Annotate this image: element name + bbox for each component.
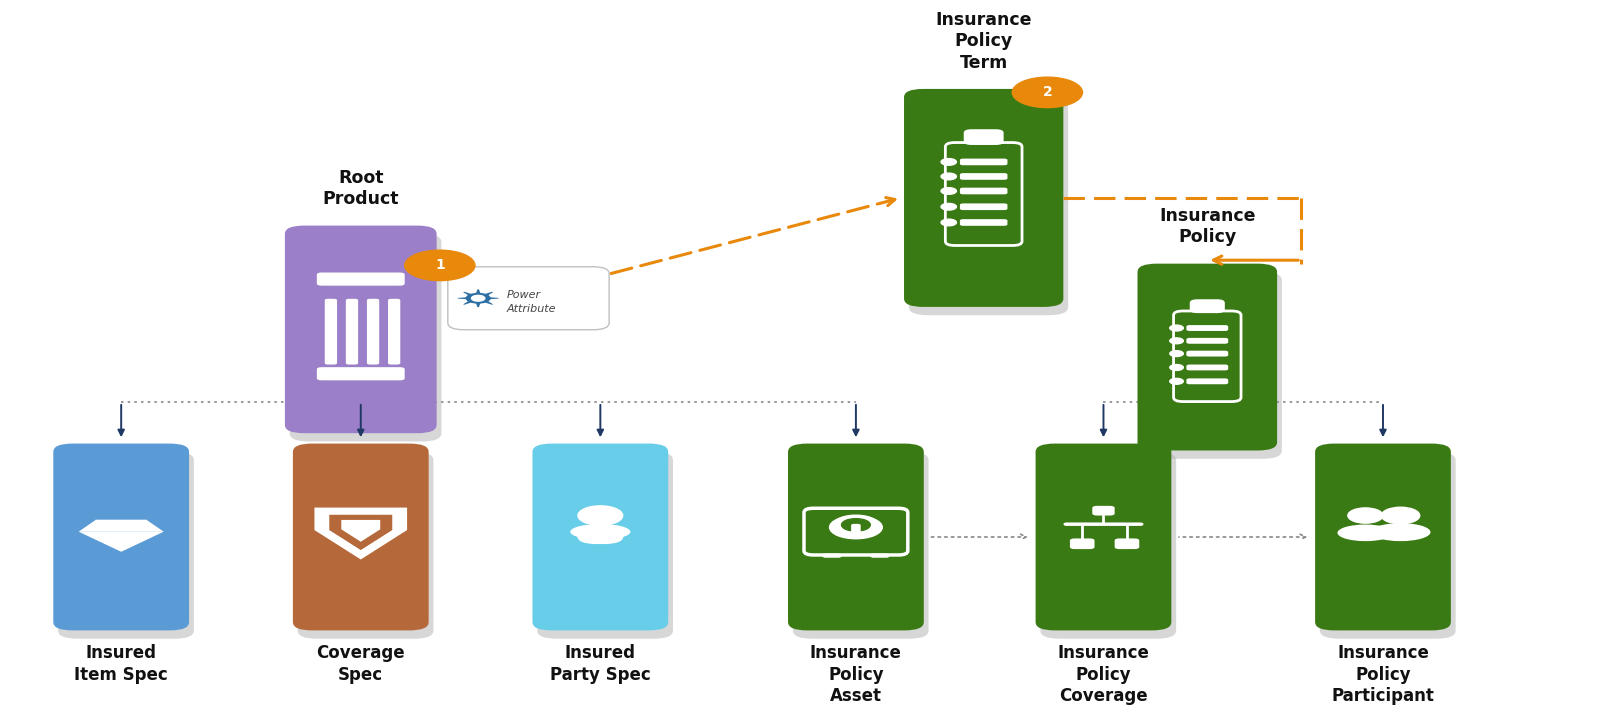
Circle shape: [578, 506, 622, 525]
FancyBboxPatch shape: [317, 367, 405, 380]
Circle shape: [472, 296, 485, 301]
FancyBboxPatch shape: [448, 267, 610, 329]
FancyBboxPatch shape: [285, 226, 437, 433]
Circle shape: [1170, 350, 1184, 357]
FancyBboxPatch shape: [822, 554, 842, 558]
FancyBboxPatch shape: [317, 273, 405, 286]
Circle shape: [405, 250, 475, 280]
Circle shape: [1170, 338, 1184, 344]
FancyBboxPatch shape: [789, 443, 923, 630]
FancyBboxPatch shape: [58, 452, 194, 639]
FancyBboxPatch shape: [1315, 443, 1451, 630]
FancyBboxPatch shape: [1040, 452, 1176, 639]
Text: Insured
Item Spec: Insured Item Spec: [74, 645, 168, 684]
FancyBboxPatch shape: [960, 173, 1008, 180]
FancyBboxPatch shape: [387, 298, 400, 365]
FancyBboxPatch shape: [1115, 539, 1139, 549]
FancyBboxPatch shape: [1093, 506, 1115, 516]
Text: Insurance
Policy
Asset: Insurance Policy Asset: [810, 645, 902, 705]
FancyBboxPatch shape: [1186, 338, 1229, 344]
FancyBboxPatch shape: [794, 452, 928, 639]
Circle shape: [1170, 365, 1184, 371]
FancyBboxPatch shape: [1138, 264, 1277, 451]
Circle shape: [1347, 508, 1382, 523]
FancyBboxPatch shape: [1320, 452, 1456, 639]
Ellipse shape: [1371, 523, 1430, 541]
Ellipse shape: [1338, 525, 1394, 541]
Circle shape: [941, 187, 957, 195]
FancyBboxPatch shape: [1186, 365, 1229, 371]
FancyBboxPatch shape: [293, 443, 429, 630]
FancyBboxPatch shape: [960, 219, 1008, 226]
FancyBboxPatch shape: [1035, 443, 1171, 630]
Polygon shape: [77, 532, 165, 552]
Text: Insurance
Policy: Insurance Policy: [1158, 207, 1256, 247]
FancyBboxPatch shape: [851, 524, 861, 534]
Circle shape: [829, 516, 882, 539]
FancyBboxPatch shape: [578, 528, 624, 544]
FancyBboxPatch shape: [1142, 272, 1282, 459]
FancyBboxPatch shape: [1064, 523, 1144, 526]
FancyBboxPatch shape: [1186, 325, 1229, 331]
Ellipse shape: [570, 524, 630, 539]
Circle shape: [941, 159, 957, 165]
Circle shape: [834, 516, 878, 534]
FancyBboxPatch shape: [298, 452, 434, 639]
FancyBboxPatch shape: [538, 452, 674, 639]
FancyBboxPatch shape: [325, 298, 338, 365]
FancyBboxPatch shape: [1190, 299, 1226, 313]
FancyBboxPatch shape: [533, 443, 669, 630]
FancyBboxPatch shape: [290, 234, 442, 441]
Text: 2: 2: [1043, 85, 1053, 99]
FancyBboxPatch shape: [53, 443, 189, 630]
Circle shape: [842, 518, 870, 531]
Text: Root
Product: Root Product: [323, 169, 398, 208]
FancyBboxPatch shape: [346, 298, 358, 365]
Text: Coverage
Spec: Coverage Spec: [317, 645, 405, 684]
FancyBboxPatch shape: [1186, 379, 1229, 384]
Circle shape: [1013, 77, 1083, 107]
Circle shape: [941, 173, 957, 180]
FancyBboxPatch shape: [870, 554, 890, 558]
FancyBboxPatch shape: [960, 159, 1008, 165]
FancyBboxPatch shape: [1186, 350, 1229, 357]
Text: Power: Power: [507, 290, 541, 300]
Text: Attribute: Attribute: [507, 304, 557, 314]
Circle shape: [1381, 508, 1419, 524]
Text: Insurance
Policy
Coverage: Insurance Policy Coverage: [1058, 645, 1149, 705]
FancyBboxPatch shape: [1070, 539, 1094, 549]
Polygon shape: [330, 515, 392, 550]
FancyBboxPatch shape: [909, 97, 1069, 315]
Circle shape: [1170, 379, 1184, 384]
Text: Insurance
Policy
Participant: Insurance Policy Participant: [1331, 645, 1435, 705]
Polygon shape: [458, 289, 499, 307]
Circle shape: [941, 219, 957, 226]
Circle shape: [941, 203, 957, 210]
Text: Insured
Party Spec: Insured Party Spec: [550, 645, 651, 684]
Polygon shape: [315, 508, 406, 559]
Text: 1: 1: [435, 258, 445, 273]
FancyBboxPatch shape: [904, 89, 1064, 307]
Text: Insurance
Policy
Term: Insurance Policy Term: [936, 11, 1032, 71]
FancyBboxPatch shape: [366, 298, 379, 365]
FancyBboxPatch shape: [960, 187, 1008, 195]
Polygon shape: [341, 520, 381, 541]
FancyBboxPatch shape: [963, 129, 1003, 145]
Circle shape: [1170, 325, 1184, 331]
FancyBboxPatch shape: [960, 203, 1008, 210]
Polygon shape: [77, 520, 165, 532]
